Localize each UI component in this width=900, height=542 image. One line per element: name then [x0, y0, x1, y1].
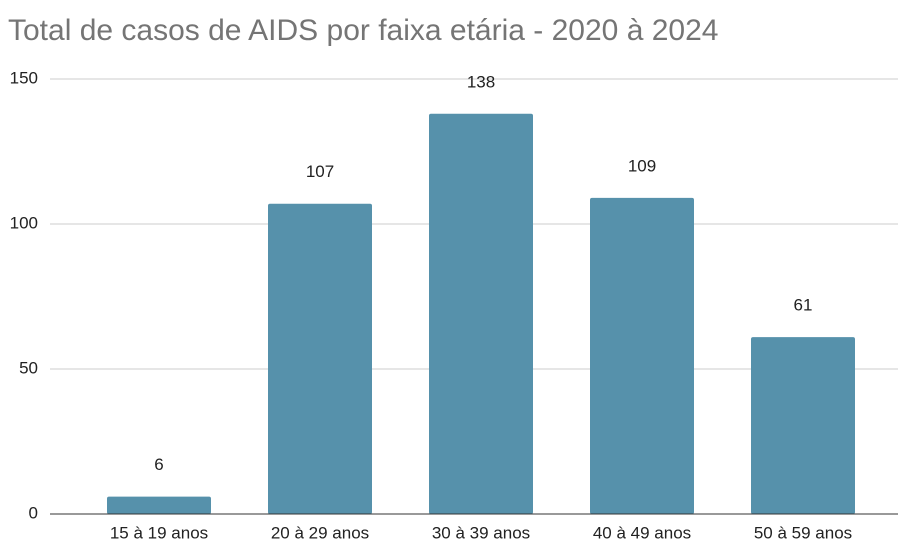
value-label: 107: [306, 162, 334, 181]
bar: [107, 496, 211, 514]
x-tick-label: 30 à 39 anos: [432, 523, 530, 542]
bar: [590, 197, 694, 514]
chart-title: Total de casos de AIDS por faixa etária …: [8, 14, 718, 47]
y-tick-label: 0: [29, 503, 38, 522]
value-label: 6: [154, 455, 163, 474]
bar: [268, 203, 372, 514]
x-tick-label: 15 à 19 anos: [110, 523, 208, 542]
value-label: 109: [628, 156, 656, 175]
bar: [751, 337, 855, 514]
x-tick-label: 50 à 59 anos: [754, 523, 852, 542]
y-tick-label: 100: [10, 213, 38, 232]
y-tick-label: 150: [10, 68, 38, 87]
value-label: 61: [794, 296, 813, 315]
bar: [429, 113, 533, 515]
y-tick-label: 50: [19, 358, 38, 377]
x-tick-label: 20 à 29 anos: [271, 523, 369, 542]
value-label: 138: [467, 72, 495, 91]
x-tick-label: 40 à 49 anos: [593, 523, 691, 542]
